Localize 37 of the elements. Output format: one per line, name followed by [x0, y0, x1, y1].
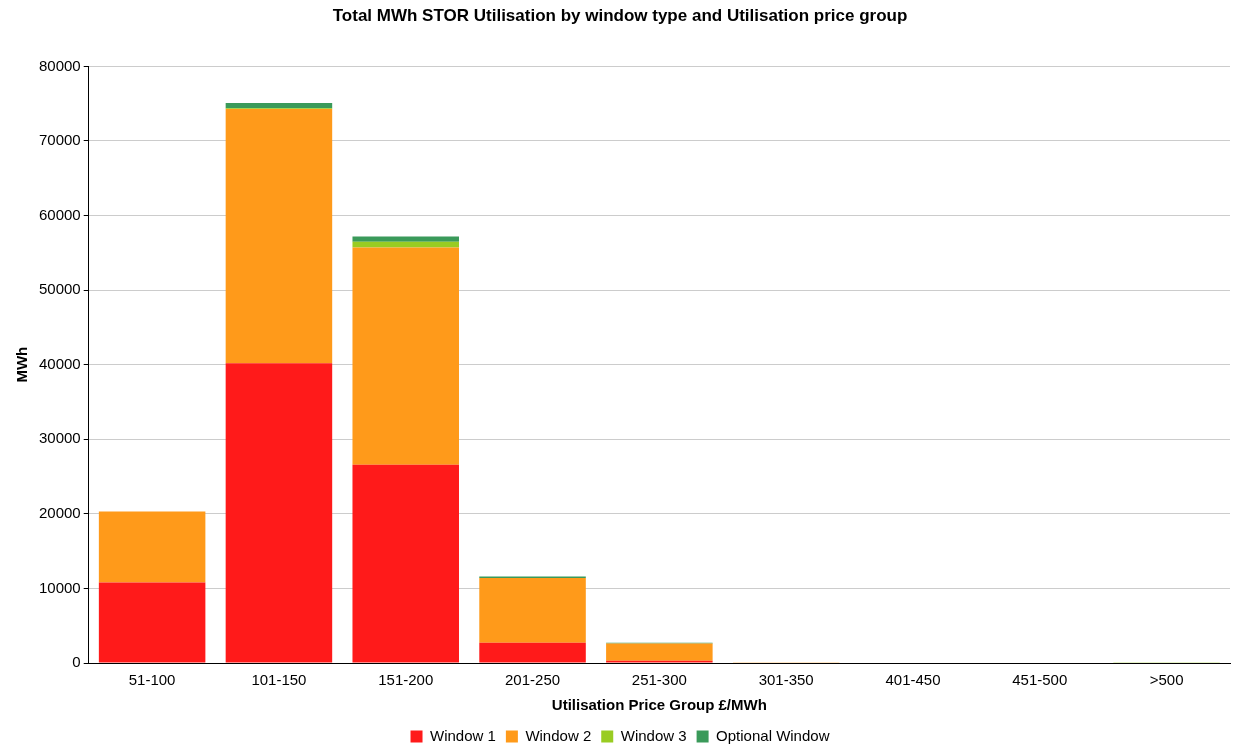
- y-tick-label: 40000: [38, 354, 81, 372]
- bar: [225, 363, 333, 663]
- bar: [352, 241, 459, 248]
- y-tick-label: 60000: [38, 205, 81, 223]
- y-axis-title: MWh: [13, 346, 31, 383]
- x-tick-label: 451-500: [1012, 671, 1068, 689]
- x-tick-label: 51-100: [128, 671, 176, 689]
- legend-label: Optional Window: [716, 726, 830, 744]
- y-tick-label: 80000: [38, 56, 81, 74]
- y-tick-label: 20000: [38, 503, 81, 521]
- bar: [98, 511, 206, 583]
- legend-label: Window 1: [430, 726, 496, 744]
- y-tick-label: 30000: [38, 429, 81, 447]
- bar: [98, 582, 206, 663]
- x-tick-label: 251-300: [631, 671, 687, 689]
- bar: [225, 102, 333, 109]
- x-tick-label: 151-200: [378, 671, 434, 689]
- legend-label: Window 3: [620, 726, 687, 744]
- bar: [352, 247, 459, 465]
- bar: [225, 108, 333, 364]
- x-tick-label: 401-450: [885, 671, 941, 689]
- bar: [606, 643, 713, 661]
- y-tick-label: 0: [72, 653, 81, 671]
- y-tick-label: 50000: [38, 280, 81, 298]
- x-tick-label: 301-350: [758, 671, 814, 689]
- x-axis-title: Utilisation Price Group £/MWh: [551, 696, 767, 714]
- y-tick-label: 10000: [38, 578, 81, 596]
- bar: [352, 236, 459, 242]
- x-tick-label: >500: [1149, 671, 1184, 689]
- bar: [479, 577, 586, 643]
- y-tick-label: 70000: [38, 131, 81, 149]
- x-tick-label: 201-250: [505, 671, 561, 689]
- x-tick-label: 101-150: [251, 671, 307, 689]
- legend-label: Window 2: [525, 726, 592, 744]
- bar: [479, 642, 586, 663]
- bar: [352, 464, 459, 663]
- chart-title: Total MWh STOR Utilisation by window type and Utilisation price group: [332, 5, 908, 25]
